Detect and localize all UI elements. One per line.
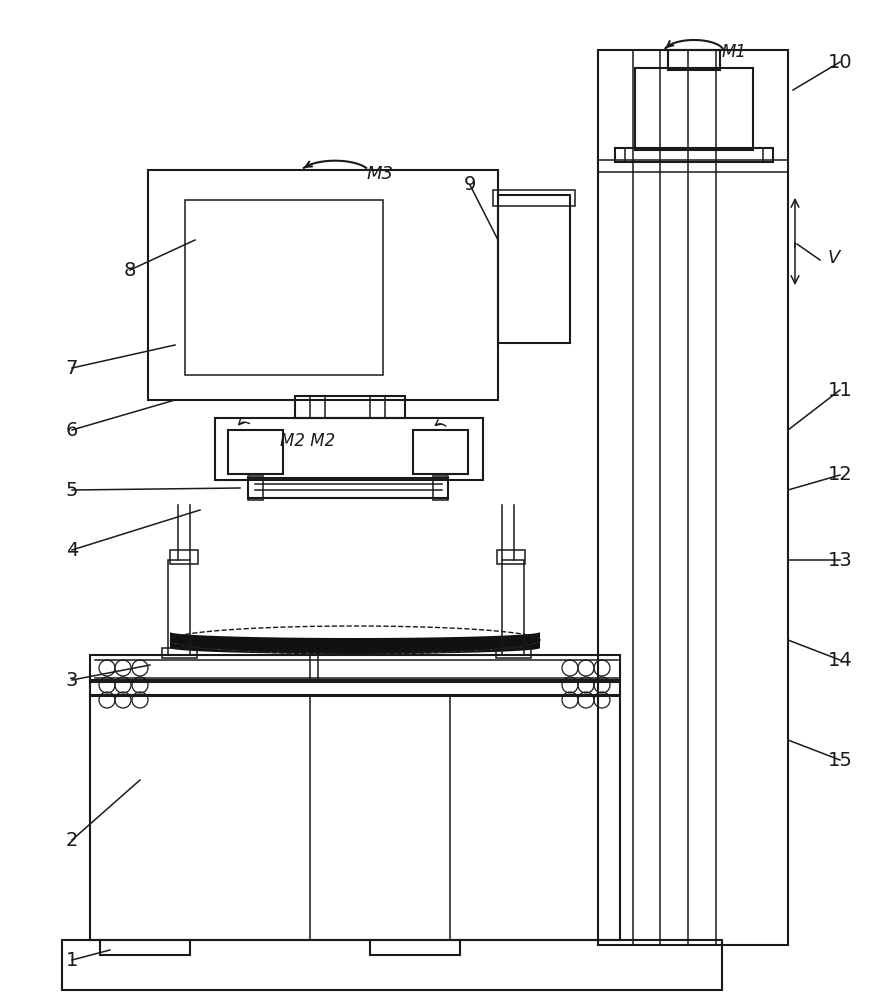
Bar [625, 148, 763, 162]
Polygon shape [170, 640, 540, 654]
Text: 5: 5 [66, 481, 78, 499]
Text: 1: 1 [66, 950, 78, 970]
Bar [498, 195, 570, 343]
Text: 15: 15 [828, 750, 853, 770]
Text: 2: 2 [66, 830, 78, 850]
Bar [248, 478, 448, 498]
Bar [668, 50, 720, 70]
Bar [497, 550, 525, 564]
Bar [62, 940, 722, 990]
Polygon shape [170, 632, 540, 654]
Text: 8: 8 [124, 260, 136, 279]
Text: M3: M3 [367, 165, 393, 183]
Bar [90, 695, 620, 940]
Text: 10: 10 [828, 52, 853, 72]
Bar [310, 655, 318, 682]
Bar [162, 648, 197, 658]
Bar [598, 160, 788, 172]
Text: M1: M1 [722, 43, 747, 61]
Bar [148, 170, 498, 400]
Text: V: V [828, 249, 840, 267]
Bar [295, 396, 405, 418]
Text: 6: 6 [66, 420, 78, 440]
Bar [615, 148, 773, 162]
Text: M2 M2: M2 M2 [280, 432, 336, 450]
Bar [502, 560, 524, 655]
Bar [248, 476, 263, 500]
Text: 3: 3 [66, 670, 78, 690]
Bar [493, 190, 575, 206]
Text: 7: 7 [66, 359, 78, 377]
Bar [168, 560, 190, 655]
Text: 11: 11 [828, 380, 853, 399]
Bar [433, 476, 448, 500]
Bar [228, 430, 283, 474]
Bar [496, 648, 531, 658]
Text: 4: 4 [66, 540, 78, 560]
Bar [90, 655, 620, 682]
Bar [90, 680, 620, 696]
Text: 9: 9 [464, 176, 476, 194]
Bar [413, 430, 468, 474]
Bar [215, 418, 483, 480]
Bar [598, 50, 788, 945]
Text: 14: 14 [828, 650, 853, 670]
Bar [635, 68, 753, 150]
Text: 12: 12 [828, 466, 853, 485]
Bar [185, 200, 383, 375]
Bar [170, 550, 198, 564]
Text: 13: 13 [828, 550, 853, 570]
